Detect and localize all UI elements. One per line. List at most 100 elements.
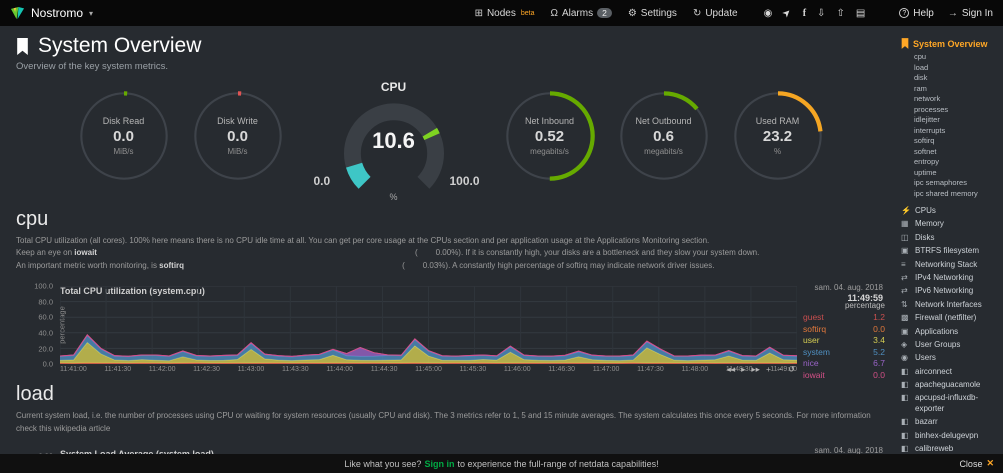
topnav-label: Nodes [486, 7, 516, 19]
chart-toolbox: ◂◂ ▸ ▸▸ + − ↺ [727, 364, 795, 375]
sidebar-item-calibreweb[interactable]: ◧ calibreweb [901, 444, 999, 454]
sidebar-item-user-groups[interactable]: ◈ User Groups [901, 340, 999, 350]
sidebar-subitem-softirq[interactable]: softirq [914, 136, 935, 145]
sidebar-item-label: Networking Stack [915, 259, 978, 269]
sidebar-item-ipv6-networking[interactable]: ⇄ IPv6 Networking [901, 286, 999, 296]
easypie-net-outbound[interactable]: Net Outbound 0.6 megabits/s [616, 88, 712, 184]
sidebar-subitem-entropy[interactable]: entropy [914, 157, 940, 166]
chart-zoom-out-button[interactable]: − [776, 364, 782, 375]
sidebar-item-firewall-netfilter[interactable]: ▩ Firewall (netfilter) [901, 313, 999, 323]
chart-pan-right-button[interactable]: ▸▸ [751, 364, 760, 375]
sidebar-item-bazarr[interactable]: ◧ bazarr [901, 417, 999, 427]
bolt-icon: ⚡ [901, 206, 911, 215]
x-tick: 11:41:00 [60, 366, 87, 374]
easypie-used-ram[interactable]: Used RAM 23.2% [730, 88, 826, 184]
sidebar-subitem-ipc-semaphores[interactable]: ipc semaphores [914, 178, 967, 187]
legend-item-softirq[interactable]: softirq 0.0 [803, 324, 885, 335]
easypie-disk-write[interactable]: Disk Write 0.0 MiB/s [190, 88, 286, 184]
cpu-plot-area[interactable] [60, 286, 797, 365]
beta-badge: beta [520, 9, 535, 17]
sidebar-subitem-cpu[interactable]: cpu [914, 52, 927, 61]
facebook-icon[interactable]: f [802, 7, 807, 19]
chart-date: sam. 04. aug. 2018 [814, 283, 884, 293]
sidebar-subitem-processes[interactable]: processes [914, 104, 949, 114]
sidebar-item-binhex-delugevpn[interactable]: ◧ binhex-delugevpn [901, 431, 999, 441]
legend-item-user[interactable]: user 3.4 [803, 335, 885, 346]
sidebar-item-apcupsd-influxdb-exporter[interactable]: ◧ apcupsd-influxdb-exporter [901, 393, 999, 414]
legend-item-iowait[interactable]: iowait 0.0 [803, 370, 885, 381]
print-icon[interactable]: ▤ [855, 7, 866, 19]
chart-play-button[interactable]: ▸ [741, 364, 746, 375]
topnav-refresh[interactable]: ↻ Update [693, 8, 738, 19]
chart-zoom-in-button[interactable]: + [765, 364, 771, 375]
sidebar-item-label: Memory [915, 219, 944, 229]
sidebar-subitem-uptime[interactable]: uptime [914, 167, 937, 177]
easypie-disk-read[interactable]: Disk Read 0.0 MiB/s [76, 88, 172, 184]
gauge-unit-label: MiB/s [227, 147, 248, 156]
topnav-gear[interactable]: ⚙ Settings [628, 8, 677, 19]
twitter-icon[interactable]: ➤ [780, 6, 795, 20]
chart-icon: ◧ [901, 444, 909, 454]
sidebar-subitem-ram[interactable]: ram [914, 83, 927, 93]
sidebar-subitem-load[interactable]: load [914, 62, 929, 72]
sidebar-subitem-idlejitter[interactable]: idlejitter [914, 115, 940, 124]
gauge-title: Disk Read [102, 116, 145, 126]
sidebar-item-system-overview[interactable]: System Overview [901, 38, 999, 49]
description-text: An important metric worth monitoring, is [16, 260, 160, 270]
chart-reset-button[interactable]: ↺ [787, 364, 795, 375]
sidebar-item-label: binhex-delugevpn [915, 430, 979, 440]
legend-item-nice[interactable]: nice 6.7 [803, 358, 885, 369]
topnav-label: Update [705, 7, 738, 19]
cpu-section-heading: cpu [16, 208, 49, 230]
easypie-net-inbound[interactable]: Net Inbound 0.52 megabits/s [502, 88, 598, 184]
sidebar-item-label: calibreweb [915, 444, 954, 454]
x-tick: 11:49:00 [770, 366, 797, 374]
sidebar-item-network-interfaces[interactable]: ⇅ Network Interfaces [901, 300, 999, 310]
legend-item-system[interactable]: system 5.2 [803, 347, 885, 358]
x-tick: 11:46:00 [503, 366, 531, 374]
gauge-value: 0.0 [113, 128, 134, 145]
gauge-text: Used RAM 23.2% [730, 88, 826, 184]
sidebar-item-btrfs-filesystem[interactable]: ▣ BTRFS filesystem [901, 246, 999, 256]
sidebar-item-applications[interactable]: ▣ Applications [901, 327, 999, 337]
help-button[interactable]: ? Help [899, 8, 934, 19]
sidebar-item-label: IPv4 Networking [915, 272, 974, 282]
sidebar-item-disks[interactable]: ◫ Disks [901, 233, 999, 243]
sidebar-item-apacheguacamole[interactable]: ◧ apacheguacamole [901, 380, 999, 390]
gauge-cpu[interactable]: CPU 10.6 0.0 100.0% [310, 80, 480, 202]
topbar-icon-group: ◉ ➤ f ⇩ ⇧ ▤ [763, 6, 866, 20]
github-icon[interactable]: ◉ [763, 7, 773, 19]
import-icon[interactable]: ⇧ [836, 7, 845, 19]
footer-close-button[interactable]: Close ✕ [959, 458, 994, 469]
sidebar-item-networking-stack[interactable]: ≡ Networking Stack [901, 260, 999, 270]
page-title-text: System Overview [38, 34, 202, 57]
node-selector[interactable]: Nostromo ▾ [10, 6, 93, 21]
sidebar-item-users[interactable]: ◉ Users [901, 353, 999, 363]
sidebar-subitem-softnet[interactable]: softnet [914, 146, 937, 156]
y-tick: 20.0 [38, 344, 53, 354]
gauge-text: Net Inbound 0.52 megabits/s [502, 88, 598, 184]
sidebar-subitem-interrupts[interactable]: interrupts [914, 125, 946, 135]
sidebar-subitems: cpu load disk ram network processes idlejitter… [914, 52, 999, 199]
description-text: ( [402, 260, 405, 270]
sidebar-item-ipv4-networking[interactable]: ⇄ IPv4 Networking [901, 273, 999, 283]
sidebar-item-airconnect[interactable]: ◧ airconnect [901, 367, 999, 377]
sidebar-subitem-ipc-shared-memory[interactable]: ipc shared memory [914, 188, 978, 198]
sidebar-item-cpus[interactable]: ⚡ CPUs [901, 206, 999, 216]
sidebar-subitem-network[interactable]: network [914, 94, 941, 103]
export-icon[interactable]: ⇩ [817, 7, 826, 19]
x-tick: 11:41:30 [104, 366, 132, 374]
chart-pan-left-button[interactable]: ◂◂ [726, 364, 736, 375]
footer-signin-link[interactable]: Sign in [424, 458, 455, 469]
topnav-nodes[interactable]: ⊞ Nodes beta [475, 8, 535, 19]
legend-item-guest[interactable]: guest 1.2 [803, 312, 885, 323]
promo-footer: Like what you see? Sign in to experience… [0, 454, 1003, 473]
interfaces-icon: ⇅ [901, 299, 908, 309]
signin-button[interactable]: → Sign In [948, 8, 993, 19]
topnav-bell[interactable]: Ω Alarms 2 [550, 8, 612, 19]
chart-icon: ◧ [901, 393, 909, 403]
sidebar-subitem-disk[interactable]: disk [914, 73, 928, 82]
signin-label: Sign In [961, 7, 993, 19]
x-tick: 11:43:30 [281, 366, 309, 374]
sidebar-item-memory[interactable]: ▦ Memory [901, 219, 999, 229]
